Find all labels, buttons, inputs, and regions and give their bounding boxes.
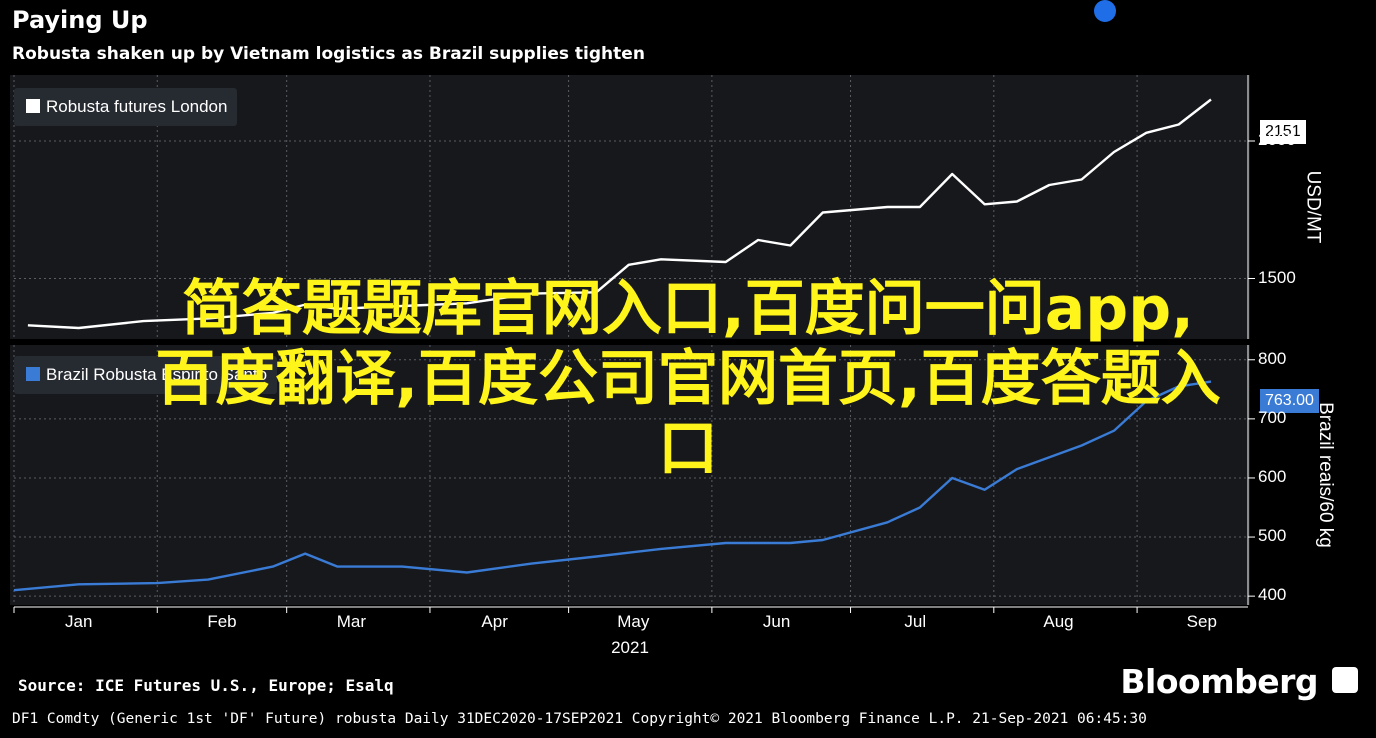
x-tick-label: May (617, 612, 650, 631)
chart-subtitle: Robusta shaken up by Vietnam logistics a… (12, 44, 645, 64)
legend-label-robusta: Robusta futures London (46, 97, 228, 116)
overlay-text-line3: 口 (658, 414, 718, 484)
series-line-robusta (27, 98, 1212, 330)
footer-note: DF1 Comdty (Generic 1st 'DF' Future) rob… (12, 711, 1147, 727)
legend-label-brazil: Brazil Robusta Espirito Santo (46, 365, 268, 384)
x-tick-label: Sep (1186, 612, 1217, 631)
x-tick-label: Apr (481, 612, 508, 631)
legend-top: Robusta futures London (14, 88, 238, 126)
last-value-tag-robusta: 2151 (1260, 120, 1306, 144)
y-tick-label: 600 (1258, 466, 1287, 486)
x-tick-label: Aug (1043, 612, 1074, 631)
brand-logo: Bloomberg (1120, 662, 1318, 701)
x-tick-label: Mar (336, 612, 367, 631)
overlay-text-line2: 百度翻译,百度公司官网首页,百度答题入 (155, 344, 1221, 414)
y-axis-title-top: USD/MT (1302, 170, 1324, 244)
y-tick-label: 700 (1258, 407, 1287, 427)
y-tick-label: 400 (1258, 585, 1287, 605)
series-line-brazil (13, 380, 1212, 592)
legend-swatch-robusta (26, 99, 40, 113)
source-note: Source: ICE Futures U.S., Europe; Esalq (18, 676, 394, 695)
decorative-dot (1094, 0, 1116, 22)
legend-swatch-brazil (26, 367, 40, 381)
x-tick-label: Jun (762, 612, 791, 631)
overlay-text-line1: 简答题题库官网入口,百度问一问app, (182, 274, 1194, 344)
y-tick-label: 2000 (1258, 130, 1296, 149)
terminal-icon (1332, 667, 1358, 693)
y-tick-label: 500 (1258, 526, 1287, 546)
legend-bottom: Brazil Robusta Espirito Santo (14, 356, 278, 394)
last-value-tag-brazil: 763.00 (1260, 389, 1319, 413)
x-axis-year: 2021 (611, 638, 649, 657)
x-tick-label: Jul (904, 612, 927, 631)
x-tick-label: Jan (64, 612, 93, 631)
chart-title: Paying Up (12, 6, 148, 34)
y-tick-label: 1500 (1258, 267, 1296, 287)
y-tick-label: 800 (1258, 348, 1287, 368)
x-tick-label: Feb (207, 612, 237, 631)
